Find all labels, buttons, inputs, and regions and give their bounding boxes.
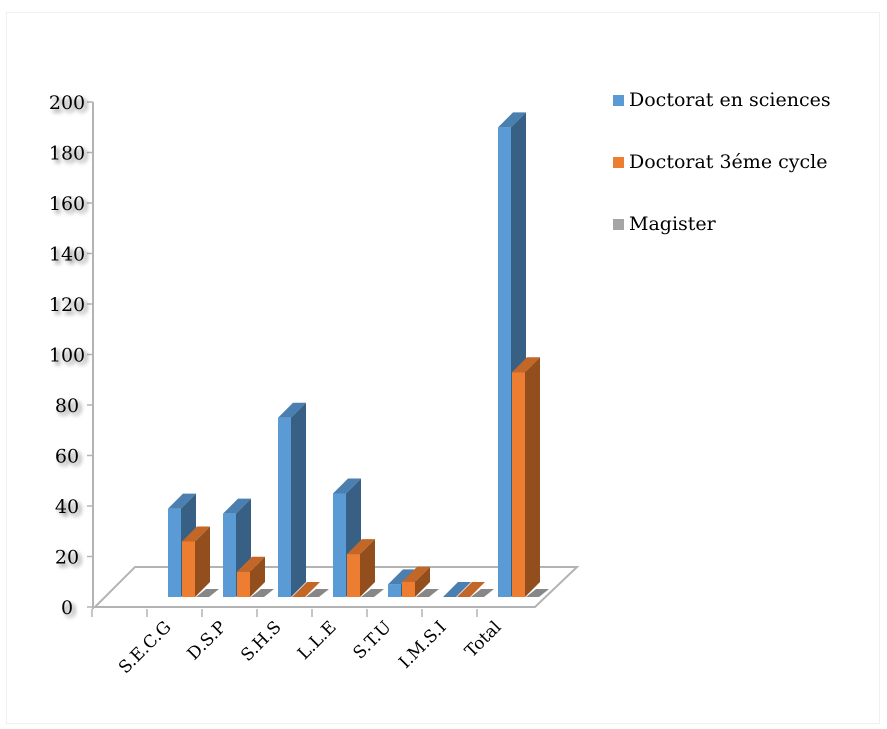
bar-front-face bbox=[333, 493, 346, 597]
bar-stu-series-2 bbox=[402, 566, 430, 597]
y-tick-label: 140 bbox=[49, 244, 85, 266]
bar-total-series-3 bbox=[526, 589, 549, 597]
y-tick-label: 200 bbox=[49, 92, 85, 114]
y-tick-label: 80 bbox=[55, 395, 79, 417]
bar-top-face bbox=[457, 582, 485, 597]
bar-top-face bbox=[196, 589, 219, 597]
bar-lle-series-3 bbox=[361, 589, 384, 597]
bar-front-face bbox=[237, 571, 250, 597]
bar-imsi-series-2 bbox=[457, 582, 485, 597]
legend-label: Magister bbox=[629, 213, 717, 235]
bar-dsp-series-2 bbox=[237, 556, 265, 597]
bar-top-face bbox=[443, 582, 471, 597]
bar-lle-series-2 bbox=[347, 539, 375, 597]
bar-top-face bbox=[333, 478, 361, 494]
x-category-label: S.E.C.G bbox=[115, 617, 176, 678]
bar-top-face bbox=[416, 589, 439, 597]
bar-imsi-series-3 bbox=[471, 589, 494, 597]
x-category-label: D.S.P bbox=[184, 617, 231, 664]
y-tick-label: 40 bbox=[55, 496, 79, 518]
legend-swatch bbox=[613, 95, 624, 106]
x-category-label: I.M.S.I bbox=[395, 617, 450, 672]
x-category-label: S.H.S bbox=[237, 617, 285, 665]
bar-front-face bbox=[388, 584, 401, 597]
bar-side-face bbox=[250, 556, 265, 597]
bar-front-face bbox=[402, 581, 415, 597]
bar-side-face bbox=[360, 539, 375, 597]
bar-top-face bbox=[471, 589, 494, 597]
x-category-label: S.T.U bbox=[350, 617, 396, 663]
bar-imsi-series-1 bbox=[443, 582, 471, 597]
bar-top-face bbox=[237, 556, 265, 572]
legend-label: Doctorat en sciences bbox=[629, 89, 831, 111]
y-tick-label: 20 bbox=[55, 547, 79, 569]
bar-secg-series-2 bbox=[182, 526, 210, 597]
bar-shs-series-2 bbox=[292, 582, 320, 597]
x-category-label: Total bbox=[461, 617, 505, 661]
bar-stu-series-3 bbox=[416, 589, 439, 597]
bar-dsp-series-3 bbox=[251, 589, 274, 597]
bar-top-face bbox=[402, 566, 430, 582]
bar-side-face bbox=[291, 402, 306, 597]
legend-item-2: Doctorat 3éme cycle bbox=[613, 151, 827, 173]
bar-shs-series-1 bbox=[278, 402, 306, 597]
y-tick-label: 0 bbox=[61, 597, 73, 619]
bar-front-face bbox=[223, 513, 236, 597]
chart-area bbox=[6, 12, 880, 724]
y-tick-label: 160 bbox=[49, 193, 85, 215]
y-tick-label: 60 bbox=[55, 446, 79, 468]
y-axis: 0 20 40 60 80 100 120 140 160 180 200 bbox=[49, 92, 94, 619]
bar-top-face bbox=[223, 498, 251, 514]
x-axis: S.E.C.G D.S.P S.H.S L.L.E S.T.U I.M.S.I Total bbox=[91, 609, 506, 678]
y-tick-label: 100 bbox=[49, 345, 85, 367]
y-tick-label: 180 bbox=[49, 143, 85, 165]
legend-item-1: Doctorat en sciences bbox=[613, 89, 831, 111]
bar-top-face bbox=[168, 493, 196, 509]
x-category-label: L.L.E bbox=[294, 617, 341, 664]
legend-label: Doctorat 3éme cycle bbox=[629, 151, 827, 173]
legend-item-3: Magister bbox=[613, 213, 717, 235]
legend-swatch bbox=[613, 219, 624, 230]
bar-front-face bbox=[347, 554, 360, 597]
legend: Doctorat en sciences Doctorat 3éme cycle M… bbox=[613, 89, 831, 235]
bar-front-face bbox=[512, 372, 525, 597]
legend-swatch bbox=[613, 157, 624, 168]
bar-top-face bbox=[512, 357, 540, 373]
bar-top-face bbox=[182, 526, 210, 542]
bar-total-series-2 bbox=[512, 357, 540, 597]
y-tick-label: 120 bbox=[49, 294, 85, 316]
bar-top-face bbox=[251, 589, 274, 597]
bar-top-face bbox=[306, 589, 329, 597]
bar-front-face bbox=[168, 508, 181, 597]
bar-front-face bbox=[498, 127, 511, 597]
bar-top-face bbox=[526, 589, 549, 597]
bar-top-face bbox=[361, 589, 384, 597]
bar-side-face bbox=[525, 357, 540, 597]
bar-top-face bbox=[347, 539, 375, 555]
bar-top-face bbox=[278, 402, 306, 418]
bar-top-face bbox=[388, 569, 416, 585]
bar-side-face bbox=[415, 566, 430, 597]
bar-top-face bbox=[292, 582, 320, 597]
bar-front-face bbox=[278, 417, 291, 597]
bar-shs-series-3 bbox=[306, 589, 329, 597]
bar-top-face bbox=[498, 112, 526, 128]
bar-front-face bbox=[182, 541, 195, 597]
bars bbox=[168, 112, 549, 597]
bar-side-face bbox=[195, 526, 210, 597]
bar-secg-series-3 bbox=[196, 589, 219, 597]
